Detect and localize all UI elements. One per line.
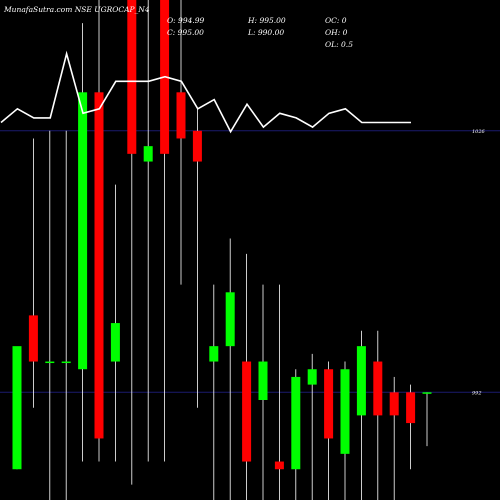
candle-body [12, 346, 22, 470]
candle-body [307, 369, 317, 385]
candle-body [61, 361, 71, 364]
candle-body [225, 292, 235, 347]
candle-body [110, 323, 120, 362]
candle-body [389, 392, 399, 416]
candle-body [78, 92, 88, 370]
price-label: 992 [472, 390, 482, 396]
oc-value: OC: 0 [325, 16, 347, 25]
candle-body [422, 392, 432, 394]
candle-body [406, 392, 416, 424]
candle-body [143, 146, 153, 162]
candle-body [291, 376, 301, 470]
candle-body [94, 92, 104, 439]
price-label: 1026 [472, 129, 486, 135]
price-axis-labels: 1026 992 [472, 129, 486, 397]
candle-body [242, 361, 252, 462]
chart-title: MunafaSutra.com NSE UGROCAP_N4 [4, 5, 150, 14]
candle-body [176, 92, 186, 139]
candle-body [258, 361, 268, 400]
candle-body [340, 369, 350, 454]
candle-body [127, 0, 137, 154]
close-value: C: 995.00 [167, 28, 204, 37]
oh-value: OH: 0 [325, 28, 348, 37]
candle-body [324, 369, 334, 439]
grid-lines [0, 130, 500, 393]
candles [12, 0, 432, 500]
ol-value: OL: 0.5 [325, 40, 353, 49]
candle-body [209, 346, 219, 362]
candle-body [28, 315, 38, 362]
candle-body [373, 361, 383, 416]
high-value: H: 995.00 [248, 16, 286, 25]
candle-body [356, 346, 366, 416]
candle-body [45, 361, 55, 364]
overlay-line [0, 50, 411, 134]
open-value: O: 994.99 [167, 16, 205, 25]
low-value: L: 990.00 [248, 28, 285, 37]
candle-body [192, 130, 202, 162]
candle-body [274, 461, 284, 470]
